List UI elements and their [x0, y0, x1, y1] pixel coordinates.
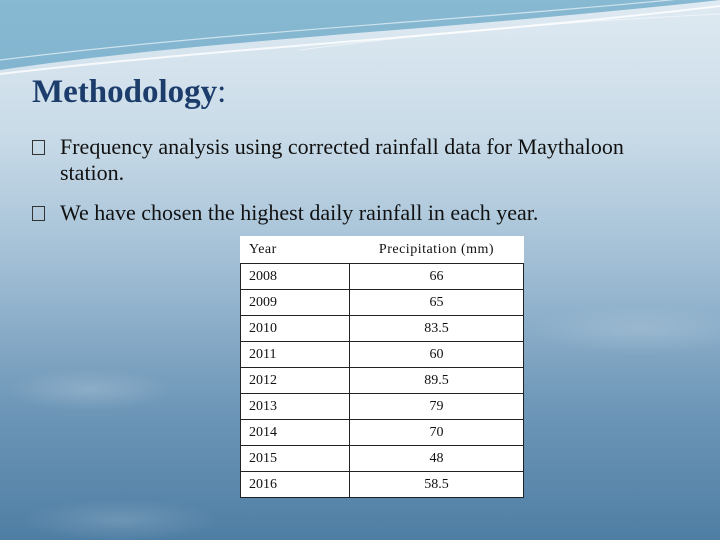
- bullet-mark: [32, 206, 45, 221]
- year-cell: 2014: [240, 419, 350, 446]
- precipitation-cell: 89.5: [349, 367, 524, 394]
- table-row: 2011 60: [240, 341, 524, 368]
- year-cell: 2012: [240, 367, 350, 394]
- title-punctuation: :: [217, 74, 227, 110]
- table-row: 2009 65: [240, 289, 524, 316]
- year-cell: 2013: [240, 393, 350, 420]
- precipitation-cell: 70: [349, 419, 524, 446]
- table-row: 2016 58.5: [240, 471, 524, 498]
- header-cell: Precipitation (mm): [349, 236, 524, 264]
- bullet: Frequency analysis using corrected rainf…: [32, 134, 676, 186]
- title-text: Methodology: [32, 74, 218, 110]
- table-row: 2014 70: [240, 419, 524, 446]
- year-cell: 2015: [240, 445, 350, 472]
- header-waves: [0, 0, 720, 75]
- table-row: 2013 79: [240, 393, 524, 420]
- bullet-mark: [32, 140, 45, 155]
- table-row: 2012 89.5: [240, 367, 524, 394]
- precipitation-cell: 83.5: [349, 315, 524, 342]
- year-cell: 2011: [240, 341, 350, 368]
- slide-title: Methodology:: [32, 74, 226, 111]
- year-cell: 2010: [240, 315, 350, 342]
- table-row: 2010 83.5: [240, 315, 524, 342]
- precipitation-cell: 58.5: [349, 471, 524, 498]
- bullet-text: We have chosen the highest daily rainfal…: [60, 200, 539, 225]
- precipitation-cell: 48: [349, 445, 524, 472]
- precipitation-cell: 60: [349, 341, 524, 368]
- bullet-text: Frequency analysis using corrected rainf…: [60, 134, 624, 185]
- table-row: 2008 66: [240, 263, 524, 290]
- year-cell: 2009: [240, 289, 350, 316]
- precipitation-cell: 66: [349, 263, 524, 290]
- bullet: We have chosen the highest daily rainfal…: [32, 200, 676, 226]
- header-row: Year Precipitation (mm): [240, 236, 524, 264]
- table-row: 2015 48: [240, 445, 524, 472]
- year-cell: 2016: [240, 471, 350, 498]
- year-cell: 2008: [240, 263, 350, 290]
- precipitation-cell: 65: [349, 289, 524, 316]
- precipitation-table: Year Precipitation (mm) 2008 66 2009 65 2010 83…: [240, 236, 524, 498]
- header-cell: Year: [240, 236, 350, 264]
- precipitation-cell: 79: [349, 393, 524, 420]
